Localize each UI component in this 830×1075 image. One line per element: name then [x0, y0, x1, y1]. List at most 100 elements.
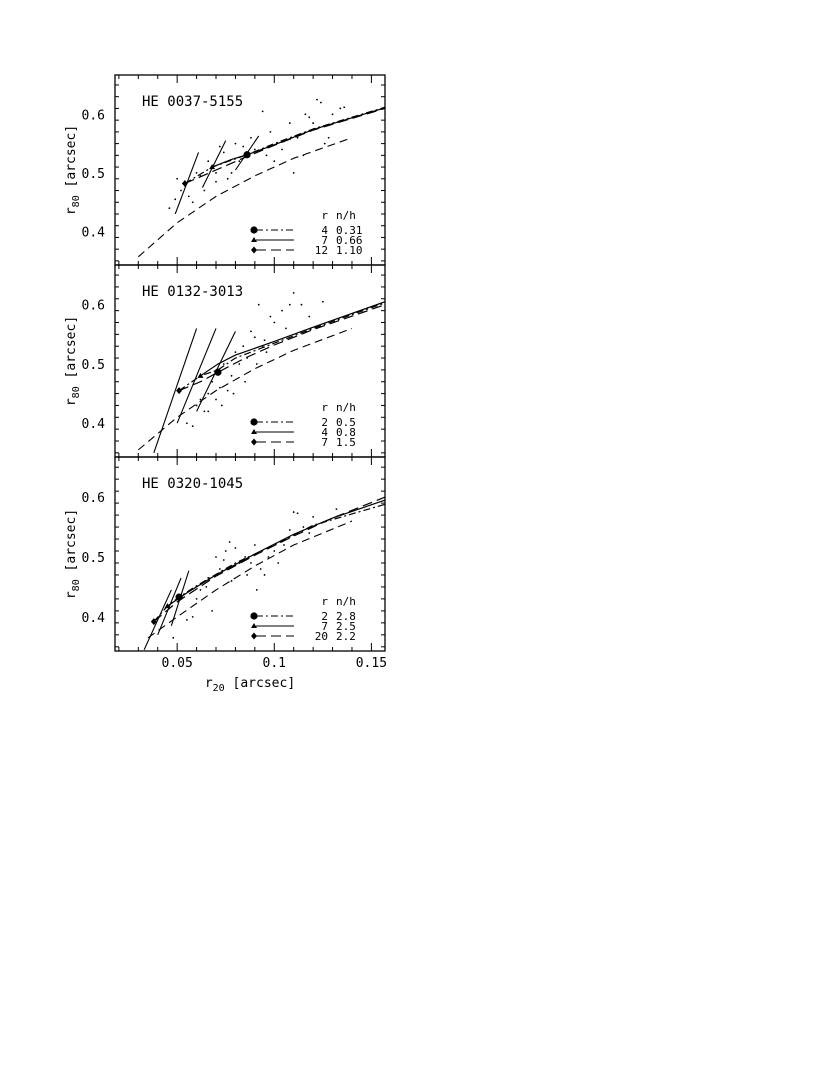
data-point — [228, 541, 231, 543]
data-point — [232, 392, 235, 395]
circle-marker — [175, 593, 183, 601]
legend-header-r: r — [321, 595, 328, 608]
panel-title: HE 0037-5155 — [142, 94, 243, 110]
y-label-sub: 80 — [71, 195, 82, 207]
data-point — [285, 327, 287, 330]
plot-frame — [114, 456, 386, 652]
legend-r: 2 — [321, 416, 328, 429]
fit-curve-long-dash — [178, 304, 385, 392]
legend-nh: 0.5 — [336, 416, 356, 429]
data-point — [222, 363, 225, 365]
data-point — [207, 410, 210, 413]
data-point — [288, 303, 291, 306]
data-point — [273, 550, 276, 552]
legend-nh: 0.66 — [336, 234, 363, 247]
data-point — [288, 529, 291, 531]
data-point — [242, 145, 245, 148]
data-point — [191, 615, 194, 618]
legend-header-nh: n/h — [336, 209, 356, 222]
y-tick-label: 0.4 — [82, 226, 106, 241]
data-point — [226, 389, 229, 392]
data-point — [185, 618, 188, 621]
data-point — [257, 303, 260, 306]
fit-curve-solid — [167, 499, 385, 607]
data-point — [242, 345, 245, 348]
data-point — [215, 556, 217, 558]
data-point — [191, 201, 194, 204]
data-point — [230, 172, 233, 174]
legend-r: 2 — [321, 610, 328, 623]
data-point — [321, 300, 324, 303]
legend-nh: 2.5 — [336, 620, 356, 633]
data-point — [238, 363, 241, 365]
data-point — [187, 195, 190, 198]
x-axis-label: r20 [arcsec] — [205, 676, 295, 694]
data-point — [292, 172, 295, 174]
legend: r n/h 2 0.5 4 0.8 7 1.5 — [250, 401, 356, 449]
data-point — [265, 351, 268, 354]
data-point — [185, 422, 188, 425]
data-point — [296, 136, 299, 139]
data-point — [273, 160, 276, 163]
fit-curve-long-dash — [153, 496, 385, 623]
slope-line — [153, 328, 198, 454]
y-label-r: r — [64, 591, 79, 599]
panel-title: HE 0132-3013 — [142, 284, 243, 300]
triangle-marker — [251, 429, 257, 434]
x-tick-label: 0.1 — [263, 656, 286, 671]
data-point — [203, 189, 206, 192]
data-point — [230, 374, 233, 377]
diamond-marker — [176, 387, 183, 395]
y-label-r: r — [64, 398, 79, 406]
data-point — [211, 609, 214, 612]
data-point — [281, 148, 283, 151]
data-point — [207, 160, 210, 163]
data-point — [263, 339, 266, 342]
y-tick-label: 0.4 — [82, 611, 106, 626]
data-point — [234, 142, 237, 145]
data-point — [205, 586, 208, 588]
data-point — [339, 107, 342, 110]
data-point — [265, 154, 268, 157]
data-point — [238, 160, 241, 163]
fit-curve-solid — [200, 301, 385, 377]
legend-r: 7 — [321, 620, 328, 633]
data-point — [220, 404, 223, 407]
fit-curve-long-dash — [184, 107, 385, 185]
data-point — [215, 180, 217, 183]
data-point — [259, 568, 262, 570]
data-point — [269, 315, 272, 318]
diamond-marker — [150, 618, 157, 626]
data-point — [319, 101, 322, 104]
data-point — [195, 404, 198, 407]
data-point — [218, 145, 221, 148]
data-point — [263, 574, 266, 576]
y-label-unit: [arcsec] — [64, 509, 79, 579]
data-point — [207, 392, 210, 395]
data-point — [180, 189, 182, 192]
circle-marker — [250, 612, 258, 620]
data-point — [234, 351, 237, 354]
y-tick-label: 0.5 — [82, 551, 105, 566]
slope-line — [201, 140, 227, 188]
data-point — [277, 562, 280, 564]
data-point — [246, 574, 248, 576]
data-point — [292, 291, 295, 294]
data-point — [226, 177, 229, 180]
data-point — [312, 122, 315, 124]
legend: r n/h 2 2.8 7 2.5 20 2.2 — [250, 595, 356, 643]
data-point — [288, 122, 291, 124]
data-point — [244, 380, 247, 383]
legend-header-r: r — [321, 401, 328, 414]
data-point — [176, 177, 179, 180]
y-label-unit: [arcsec] — [64, 316, 79, 386]
y-label-sub: 80 — [71, 579, 82, 591]
data-point — [218, 568, 221, 570]
y-label-unit: [arcsec] — [64, 125, 79, 195]
data-point — [300, 303, 303, 306]
data-point — [238, 562, 241, 564]
data-point — [215, 398, 217, 401]
data-point — [195, 598, 198, 600]
